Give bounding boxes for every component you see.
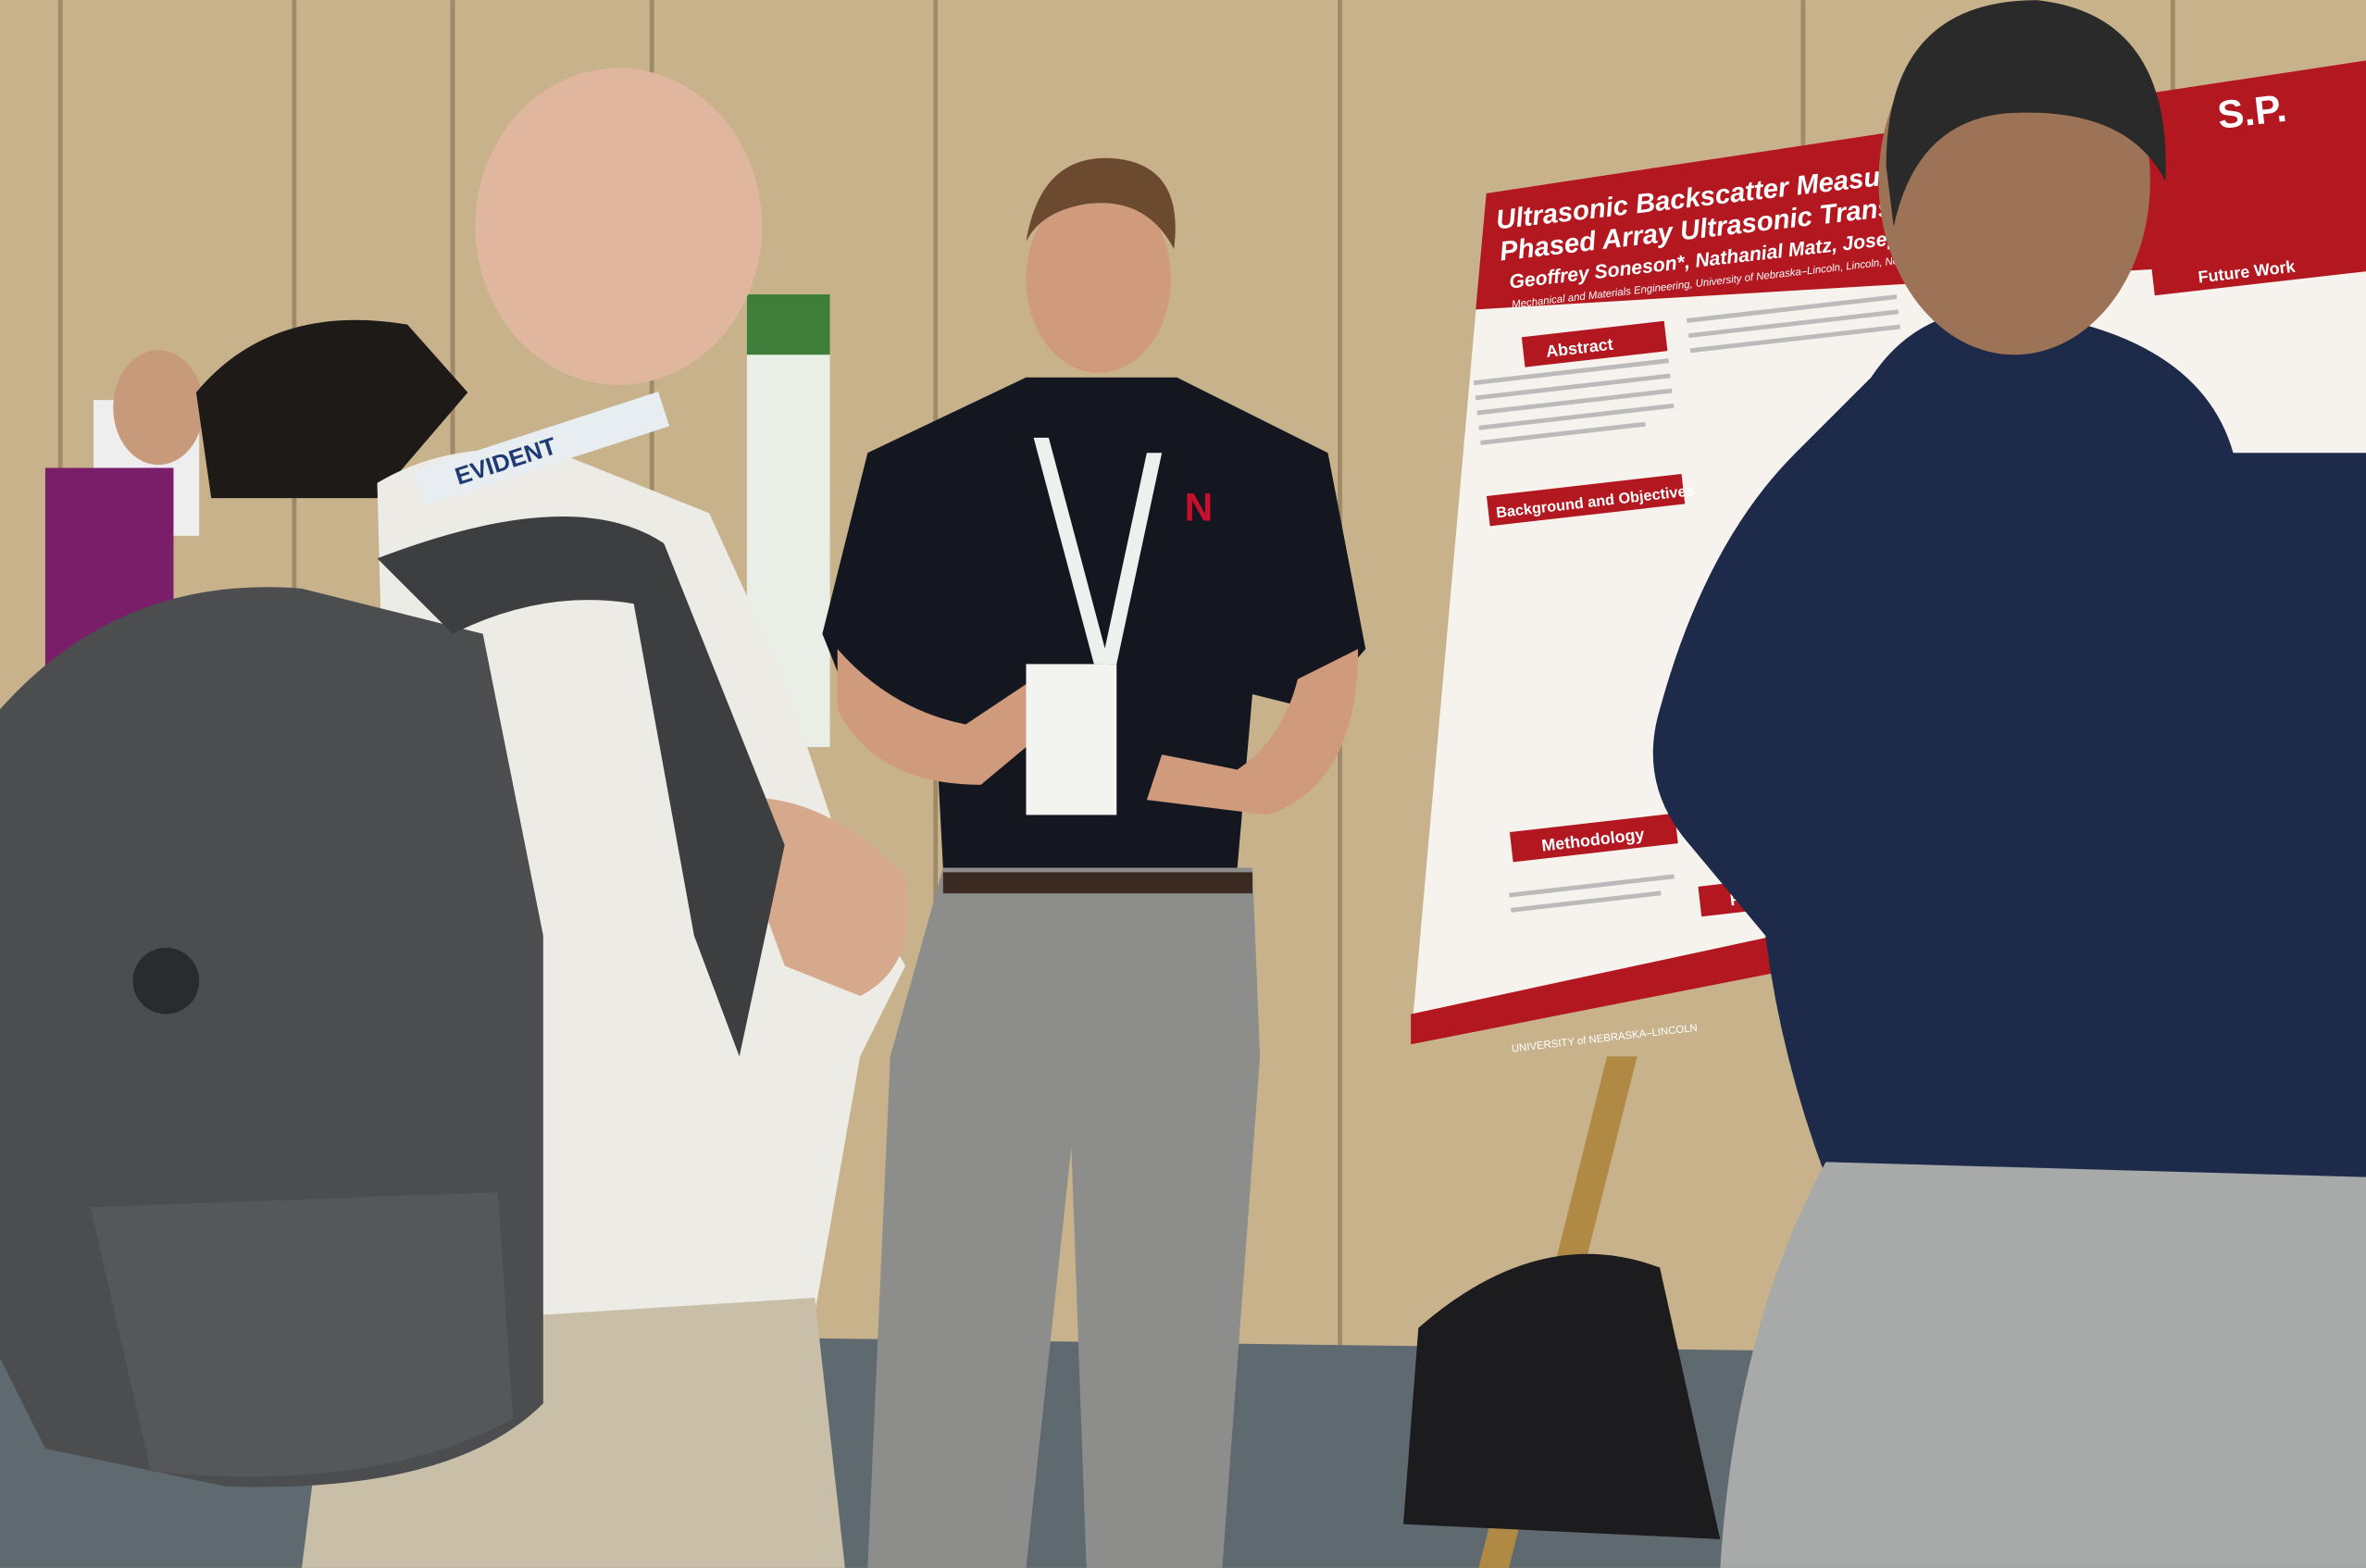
presenter-arm bbox=[837, 649, 1072, 785]
section-bar bbox=[2151, 240, 2366, 296]
text-line bbox=[1511, 890, 1662, 913]
text-line bbox=[1689, 324, 1900, 354]
presenter-head bbox=[1026, 185, 1171, 373]
poster-footer-band bbox=[1411, 927, 1812, 1045]
left-person-head bbox=[113, 350, 205, 466]
right-man-shirt bbox=[1652, 309, 2366, 1192]
text-line bbox=[1473, 358, 1669, 386]
text-line bbox=[1509, 874, 1675, 898]
text-line bbox=[1686, 294, 1898, 323]
text-line bbox=[1480, 421, 1646, 445]
presenter-pants bbox=[867, 867, 1261, 1568]
section-bar bbox=[1521, 320, 1668, 367]
backpack-pocket bbox=[90, 1191, 514, 1477]
presenter-hair bbox=[1026, 157, 1176, 250]
poster-body-lines bbox=[1473, 294, 1900, 913]
right-man-pants bbox=[1720, 1162, 2366, 1568]
backpack-strap bbox=[377, 516, 785, 1057]
lanyard bbox=[1101, 453, 1163, 665]
lanyard bbox=[1033, 437, 1110, 665]
text-line bbox=[1478, 403, 1675, 430]
badge bbox=[1026, 664, 1117, 815]
poster-logo: S.P. bbox=[2215, 86, 2288, 137]
floor-bag bbox=[1402, 1253, 1721, 1539]
presenter-arm bbox=[1146, 649, 1359, 815]
text-line bbox=[1475, 373, 1671, 401]
section-bar bbox=[1486, 473, 1686, 527]
right-man-hair bbox=[1886, 0, 2166, 227]
bald-man-head bbox=[475, 68, 763, 385]
section-bar bbox=[1509, 813, 1678, 863]
presenter-belt bbox=[942, 872, 1252, 894]
lanyard-band bbox=[414, 392, 670, 505]
backpack-patch bbox=[132, 947, 200, 1014]
shirt-logo: N bbox=[1185, 486, 1214, 529]
text-line bbox=[1687, 309, 1899, 339]
back-poster-header bbox=[746, 294, 830, 355]
text-line bbox=[1476, 388, 1673, 416]
woman-hair bbox=[195, 319, 468, 499]
